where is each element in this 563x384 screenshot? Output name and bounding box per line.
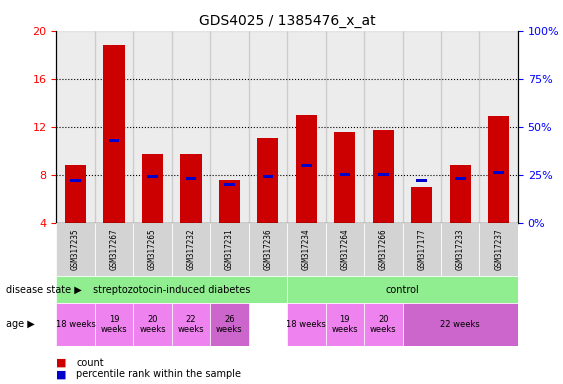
- FancyBboxPatch shape: [364, 223, 403, 276]
- Bar: [339, 173, 350, 176]
- Bar: [70, 179, 81, 182]
- Text: 20
weeks: 20 weeks: [139, 315, 166, 334]
- Bar: [262, 175, 273, 178]
- FancyBboxPatch shape: [133, 303, 172, 346]
- FancyBboxPatch shape: [441, 223, 480, 276]
- Bar: [488, 116, 510, 223]
- Bar: [334, 131, 355, 223]
- FancyBboxPatch shape: [287, 303, 325, 346]
- Bar: [65, 165, 86, 223]
- FancyBboxPatch shape: [172, 303, 210, 346]
- FancyBboxPatch shape: [287, 223, 325, 276]
- Text: 20
weeks: 20 weeks: [370, 315, 396, 334]
- Bar: [180, 154, 202, 223]
- Bar: [133, 31, 172, 223]
- Bar: [378, 173, 388, 176]
- Text: GSM317234: GSM317234: [302, 229, 311, 270]
- FancyBboxPatch shape: [172, 223, 210, 276]
- Bar: [417, 179, 427, 182]
- Bar: [95, 31, 133, 223]
- Text: 18 weeks: 18 weeks: [56, 320, 96, 329]
- Bar: [186, 177, 196, 180]
- FancyBboxPatch shape: [56, 303, 95, 346]
- FancyBboxPatch shape: [364, 303, 403, 346]
- Text: percentile rank within the sample: percentile rank within the sample: [76, 369, 241, 379]
- Text: 19
weeks: 19 weeks: [101, 315, 127, 334]
- Bar: [109, 139, 119, 142]
- FancyBboxPatch shape: [95, 303, 133, 346]
- Bar: [296, 115, 317, 223]
- Bar: [172, 31, 210, 223]
- Text: ■: ■: [56, 358, 67, 368]
- Bar: [493, 171, 504, 174]
- Text: GSM317235: GSM317235: [71, 229, 80, 270]
- Text: 26
weeks: 26 weeks: [216, 315, 243, 334]
- Bar: [373, 130, 394, 223]
- Text: GSM317231: GSM317231: [225, 229, 234, 270]
- FancyBboxPatch shape: [210, 303, 249, 346]
- Text: GSM317266: GSM317266: [379, 229, 388, 270]
- Text: GSM317236: GSM317236: [263, 229, 272, 270]
- Text: 19
weeks: 19 weeks: [332, 315, 358, 334]
- FancyBboxPatch shape: [287, 276, 518, 303]
- Text: GSM317264: GSM317264: [341, 229, 349, 270]
- Title: GDS4025 / 1385476_x_at: GDS4025 / 1385476_x_at: [199, 14, 376, 28]
- Bar: [287, 31, 325, 223]
- Bar: [210, 31, 249, 223]
- FancyBboxPatch shape: [56, 276, 287, 303]
- Bar: [147, 175, 158, 178]
- Bar: [104, 45, 124, 223]
- Bar: [364, 31, 403, 223]
- FancyBboxPatch shape: [480, 223, 518, 276]
- Text: age ▶: age ▶: [6, 319, 34, 329]
- Text: 22
weeks: 22 weeks: [178, 315, 204, 334]
- Bar: [219, 180, 240, 223]
- Text: 18 weeks: 18 weeks: [287, 320, 327, 329]
- FancyBboxPatch shape: [95, 223, 133, 276]
- FancyBboxPatch shape: [403, 303, 518, 346]
- FancyBboxPatch shape: [325, 303, 364, 346]
- Text: GSM317232: GSM317232: [186, 229, 195, 270]
- FancyBboxPatch shape: [133, 223, 172, 276]
- Text: streptozotocin-induced diabetes: streptozotocin-induced diabetes: [93, 285, 251, 295]
- Bar: [403, 31, 441, 223]
- Bar: [455, 177, 466, 180]
- FancyBboxPatch shape: [210, 223, 249, 276]
- FancyBboxPatch shape: [249, 223, 287, 276]
- Bar: [257, 137, 279, 223]
- Bar: [249, 31, 287, 223]
- FancyBboxPatch shape: [56, 223, 95, 276]
- Bar: [441, 31, 480, 223]
- Bar: [142, 154, 163, 223]
- Bar: [56, 31, 95, 223]
- Bar: [411, 187, 432, 223]
- Bar: [224, 183, 235, 186]
- Text: disease state ▶: disease state ▶: [6, 285, 82, 295]
- Text: 22 weeks: 22 weeks: [440, 320, 480, 329]
- Text: GSM317233: GSM317233: [456, 229, 464, 270]
- Text: ■: ■: [56, 369, 67, 379]
- Bar: [325, 31, 364, 223]
- Text: count: count: [76, 358, 104, 368]
- Bar: [480, 31, 518, 223]
- Text: GSM317177: GSM317177: [417, 229, 426, 270]
- FancyBboxPatch shape: [403, 223, 441, 276]
- Text: control: control: [386, 285, 419, 295]
- Text: GSM317267: GSM317267: [110, 229, 118, 270]
- FancyBboxPatch shape: [325, 223, 364, 276]
- Bar: [450, 165, 471, 223]
- Text: GSM317265: GSM317265: [148, 229, 157, 270]
- Text: GSM317237: GSM317237: [494, 229, 503, 270]
- Bar: [301, 164, 312, 167]
